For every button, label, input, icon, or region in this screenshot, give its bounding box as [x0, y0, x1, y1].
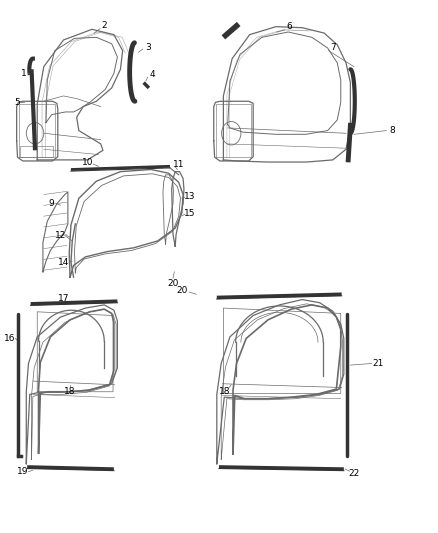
Text: 7: 7	[330, 44, 336, 52]
Text: 14: 14	[58, 258, 69, 266]
Text: 6: 6	[286, 22, 292, 31]
Text: 4: 4	[150, 70, 155, 79]
Bar	[20, 146, 53, 157]
Text: 11: 11	[173, 160, 184, 168]
Text: 5: 5	[14, 98, 21, 107]
Text: 18: 18	[219, 387, 230, 396]
Text: 22: 22	[348, 469, 360, 478]
Text: 3: 3	[145, 44, 151, 52]
Text: 8: 8	[389, 126, 395, 135]
Text: 2: 2	[102, 21, 107, 30]
Text: 18: 18	[64, 387, 75, 396]
Text: 20: 20	[167, 279, 179, 288]
Text: 1: 1	[21, 69, 27, 78]
Text: 16: 16	[4, 334, 15, 343]
Text: 19: 19	[17, 467, 28, 476]
Text: 15: 15	[184, 209, 195, 217]
Text: 20: 20	[176, 286, 187, 295]
Text: 13: 13	[184, 192, 195, 200]
Text: 10: 10	[82, 158, 93, 167]
Text: 12: 12	[55, 231, 66, 240]
Text: 17: 17	[58, 294, 69, 303]
Text: 21: 21	[372, 359, 383, 368]
Text: 9: 9	[49, 199, 55, 208]
